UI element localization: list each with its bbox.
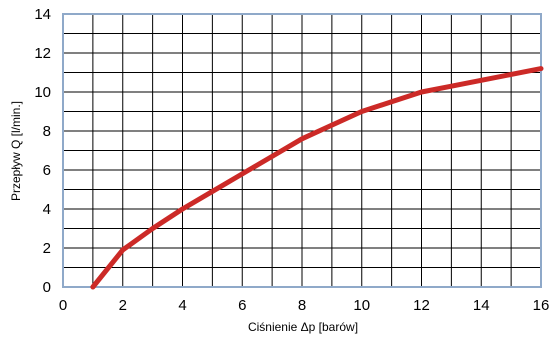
x-tick-label: 14 [473, 297, 490, 314]
y-tick-label: 6 [43, 162, 51, 179]
x-tick-labels: 0 2 4 6 8 10 12 14 16 [59, 297, 550, 314]
y-tick-label: 14 [34, 6, 51, 23]
y-tick-label: 10 [34, 84, 51, 101]
x-tick-label: 16 [533, 297, 550, 314]
y-tick-labels: 0 2 4 6 8 10 12 14 [34, 6, 51, 296]
grid [63, 14, 541, 287]
plot-frame [62, 13, 542, 288]
y-tick-label: 0 [43, 279, 51, 296]
x-tick-label: 4 [178, 297, 186, 314]
y-tick-label: 12 [34, 45, 51, 62]
x-tick-label: 2 [119, 297, 127, 314]
x-tick-label: 12 [413, 297, 430, 314]
series-layer [90, 66, 544, 290]
x-axis-label: Ciśnienie Δp [barów] [248, 320, 358, 334]
x-tick-label: 10 [353, 297, 370, 314]
x-tick-label: 0 [59, 297, 67, 314]
x-tick-label: 8 [298, 297, 306, 314]
y-tick-label: 8 [43, 123, 51, 140]
y-axis-label: Przepływ Q [l/min.] [9, 101, 23, 201]
y-tick-label: 4 [43, 201, 51, 218]
x-tick-label: 6 [238, 297, 246, 314]
series-line [90, 66, 544, 290]
y-tick-label: 2 [43, 240, 51, 257]
